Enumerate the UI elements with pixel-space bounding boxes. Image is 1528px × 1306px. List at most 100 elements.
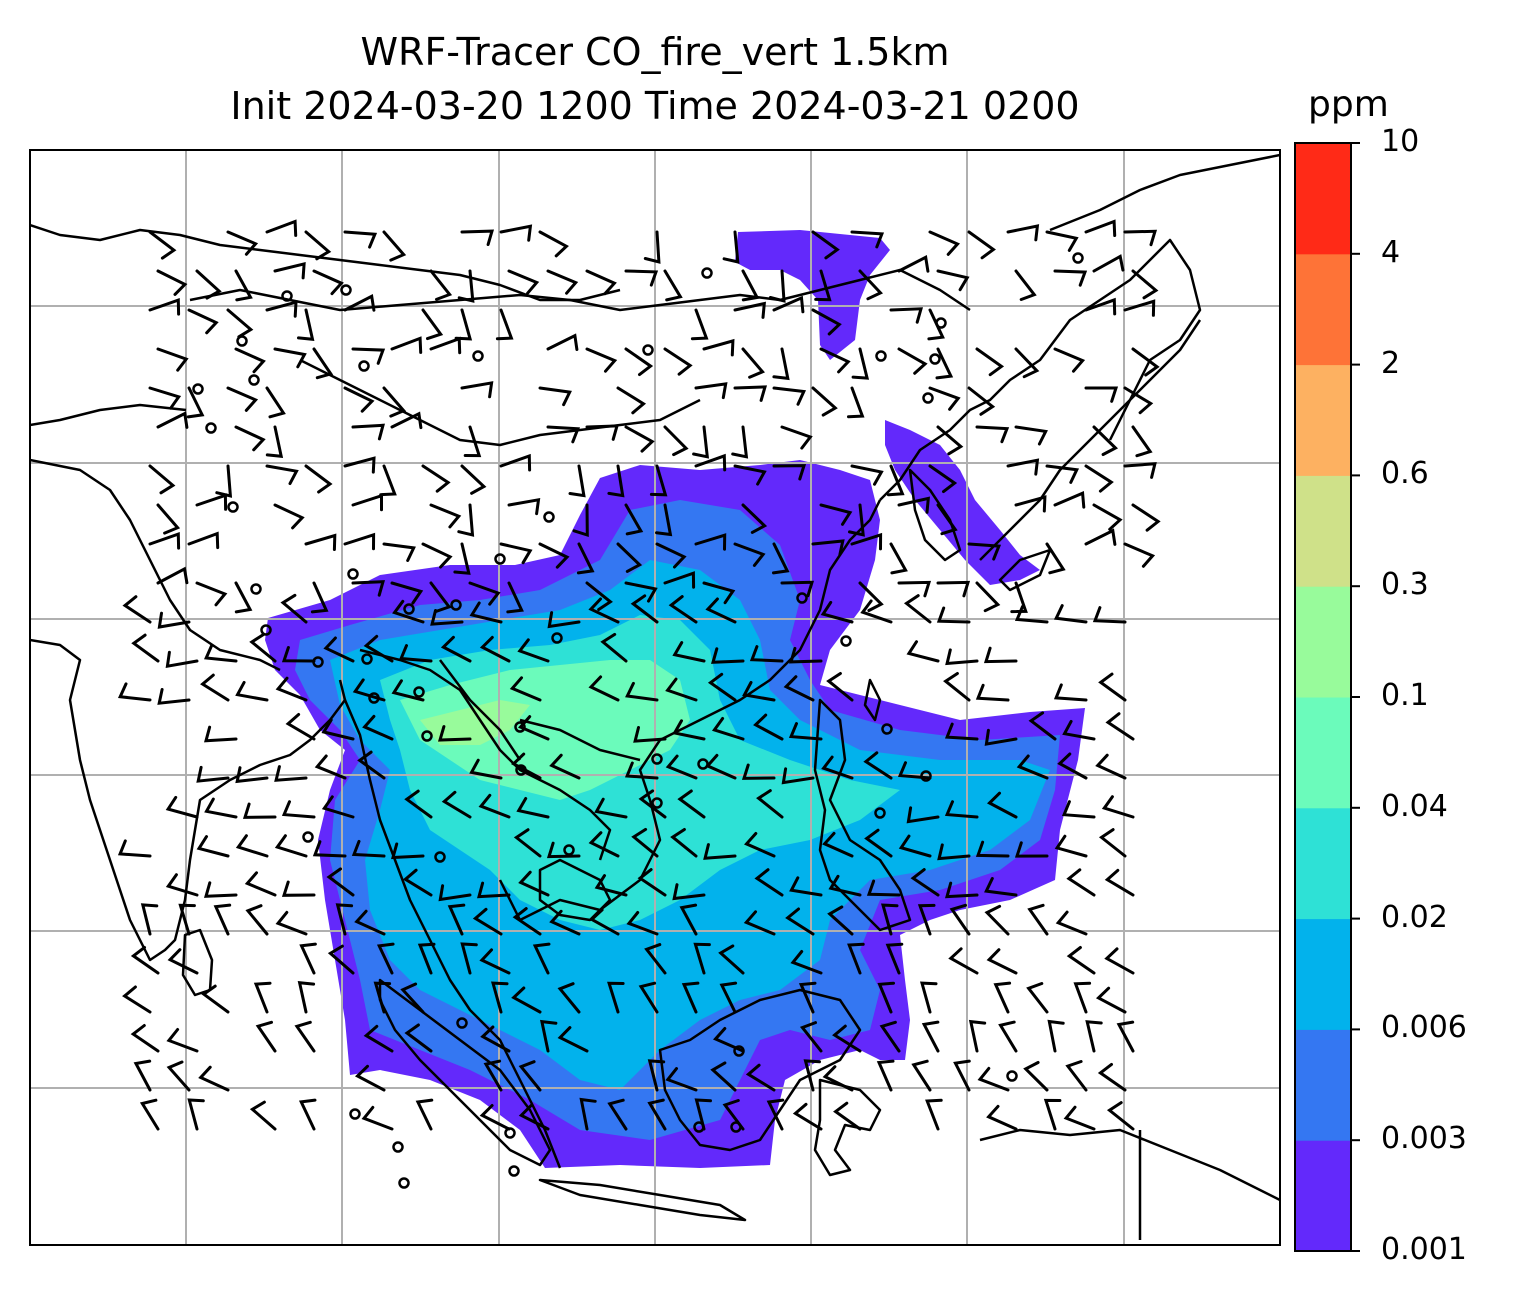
- calm-circle: [508, 1165, 520, 1177]
- wind-barb: [672, 883, 706, 901]
- wind-barb: [743, 910, 776, 936]
- wind-barb: [549, 753, 581, 780]
- wind-barb: [633, 726, 667, 743]
- wind-barb: [196, 765, 230, 783]
- wind-barb: [321, 795, 355, 819]
- wind-barb: [879, 1020, 901, 1053]
- wind-barb: [897, 255, 930, 273]
- wind-barb: [986, 791, 1018, 819]
- wind-barb: [936, 425, 964, 456]
- wind-barb: [881, 903, 899, 936]
- wind-barb: [157, 611, 191, 629]
- wind-barb: [936, 269, 970, 292]
- field-level-0.001-north: [735, 230, 890, 360]
- calm-circle: [796, 592, 808, 604]
- calm-circle: [875, 350, 887, 362]
- wind-barb: [1014, 841, 1049, 858]
- wind-barb: [588, 597, 620, 624]
- wind-barb: [977, 1066, 1010, 1092]
- wind-barb: [607, 464, 625, 498]
- calm-circle: [874, 807, 886, 819]
- wind-barb: [1066, 868, 1096, 897]
- wind-barb: [447, 903, 466, 936]
- colorbar-tick-label: 0.003: [1381, 1121, 1467, 1157]
- wind-barb: [911, 1059, 932, 1092]
- wind-barb: [312, 840, 347, 858]
- wind-barb: [312, 269, 344, 296]
- wind-barb: [187, 1098, 205, 1131]
- wind-barb: [679, 903, 698, 936]
- wind-barb: [772, 295, 805, 314]
- wind-barb: [832, 1024, 862, 1053]
- wind-barb: [703, 843, 737, 860]
- wind-barb: [1104, 868, 1135, 897]
- wind-barb: [557, 1026, 589, 1053]
- wind-barb: [705, 597, 737, 624]
- wind-barb: [772, 347, 790, 381]
- wind-barb: [285, 713, 316, 741]
- calm-circle: [347, 568, 359, 580]
- wind-barb: [1065, 1060, 1088, 1092]
- wind-barb: [1131, 425, 1153, 458]
- wind-barb: [665, 754, 698, 780]
- wind-barb: [780, 580, 815, 598]
- wind-barb: [828, 874, 862, 897]
- calm-circle: [349, 1108, 361, 1120]
- wind-barb: [398, 644, 433, 663]
- wind-barb: [265, 300, 298, 318]
- wind-barb: [265, 386, 286, 419]
- wind-barb: [281, 880, 316, 897]
- colorbar-segment: [1295, 253, 1351, 366]
- wind-barb: [457, 269, 475, 303]
- wind-barb: [780, 425, 813, 450]
- wind-barb: [156, 566, 189, 585]
- wind-barb: [733, 542, 766, 567]
- wind-barb: [616, 542, 643, 573]
- wind-barb: [507, 497, 541, 516]
- wind-barb: [672, 641, 706, 663]
- wind-barb: [607, 1098, 628, 1131]
- wind-barb: [921, 1020, 940, 1053]
- wind-barb: [538, 542, 570, 569]
- wind-barb: [1092, 425, 1119, 456]
- wind-barb: [404, 1023, 433, 1053]
- wind-barb: [354, 909, 386, 936]
- wind-barb: [768, 269, 786, 303]
- calm-circle: [929, 353, 941, 365]
- wind-barb: [811, 230, 840, 260]
- wind-barb: [480, 1025, 511, 1053]
- gulf-of-thailand: [538, 858, 612, 922]
- wind-barb: [1047, 1019, 1065, 1053]
- wind-barb: [1097, 1062, 1127, 1092]
- calm-circle: [398, 1177, 410, 1189]
- wind-barb: [983, 646, 1018, 664]
- wind-barb: [546, 269, 579, 295]
- calm-circle: [205, 422, 217, 434]
- wind-barb: [354, 1064, 386, 1092]
- wind-barb: [469, 758, 503, 780]
- wind-barb: [117, 682, 152, 702]
- wind-barb: [858, 581, 884, 612]
- wind-barb: [968, 1019, 987, 1053]
- wind-barb: [741, 269, 760, 302]
- wind-barb: [1053, 491, 1086, 509]
- calm-circle: [368, 692, 380, 704]
- wind-barb: [624, 347, 654, 377]
- wind-barb: [718, 944, 745, 975]
- colorbar-segment: [1295, 807, 1351, 920]
- wind-barb: [351, 347, 386, 365]
- wind-barb: [273, 503, 305, 530]
- wind-barb: [663, 571, 696, 589]
- tracer-field: [265, 230, 1085, 1168]
- taiwan: [863, 678, 882, 722]
- wind-barb: [1027, 903, 1049, 936]
- wind-barb: [234, 269, 253, 302]
- wind-barb: [226, 230, 259, 256]
- wind-barb: [1057, 752, 1088, 780]
- wind-barb: [1106, 1101, 1135, 1131]
- wind-barb: [1062, 719, 1096, 741]
- wind-barb: [945, 648, 979, 666]
- wind-barb: [733, 301, 766, 319]
- wind-barb: [148, 230, 177, 260]
- wind-barb: [131, 633, 160, 663]
